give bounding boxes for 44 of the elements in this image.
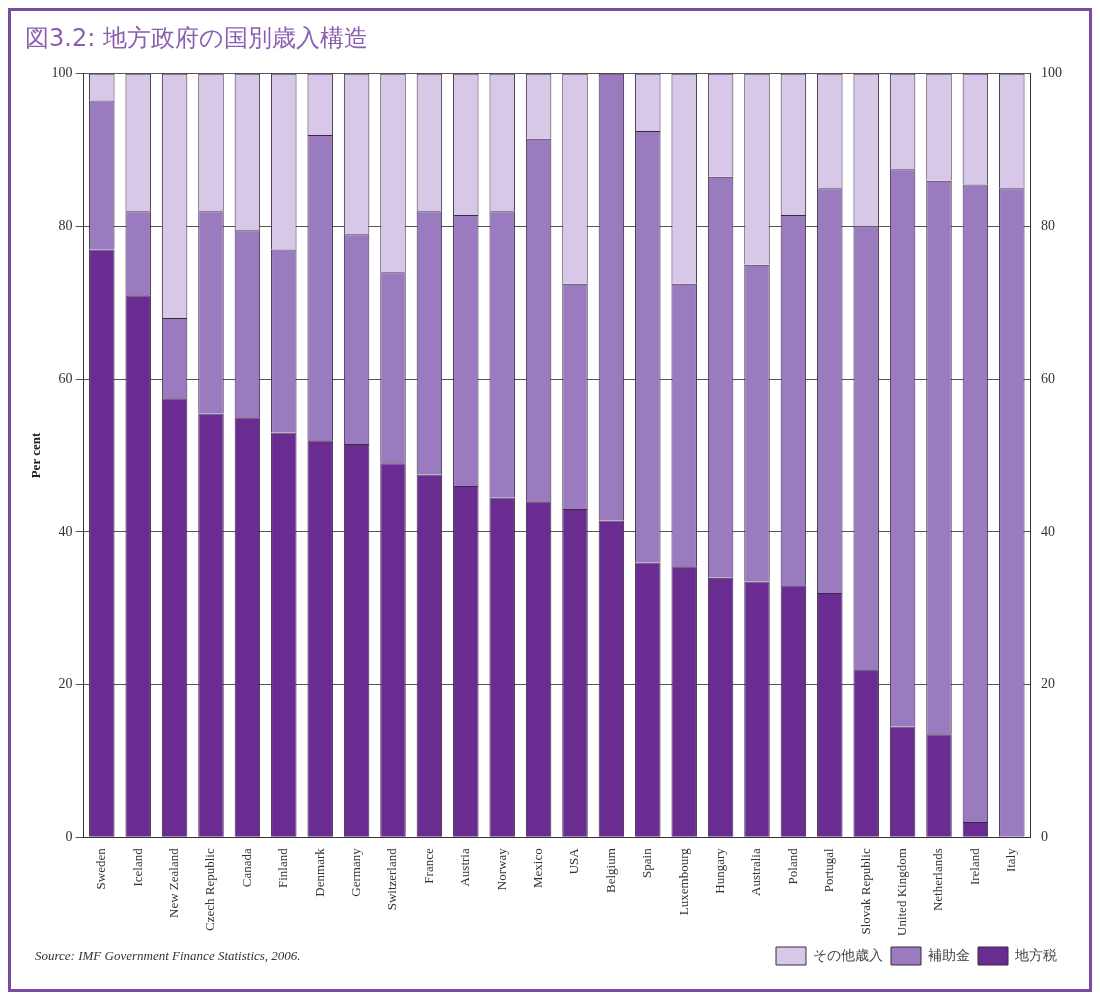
x-tick-label: Czech Republic	[202, 848, 218, 931]
y2-tick-label: 0	[1041, 828, 1048, 844]
x-tick-label: Iceland	[129, 847, 145, 887]
y2-tick-label: 60	[1041, 370, 1055, 386]
y2-tick-label: 40	[1041, 523, 1055, 539]
source-note: Source: IMF Government Finance Statistics, 2006.	[35, 947, 301, 963]
legend-label: 補助金	[928, 946, 970, 963]
x-tick-label: New Zealand	[166, 847, 182, 918]
x-tick-label: Canada	[238, 848, 254, 888]
x-tick-label: Finland	[275, 847, 291, 888]
x-tick-label: Portugal	[821, 847, 837, 893]
y-tick-label: 20	[58, 676, 73, 692]
x-tick-label: Denmark	[311, 847, 327, 897]
x-tick-label: France	[420, 848, 436, 884]
x-tick-label: Spain	[639, 847, 655, 878]
y-tick-label: 100	[51, 65, 73, 81]
y-axis-title: Per cent	[28, 432, 44, 479]
x-tick-label: Luxembourg	[675, 847, 691, 916]
y-tick-label: 80	[58, 218, 73, 234]
y2-tick-label: 20	[1041, 676, 1055, 692]
y-tick-label: 0	[65, 828, 73, 844]
x-tick-label: United Kingdom	[894, 848, 910, 937]
x-tick-label: Ireland	[966, 847, 982, 886]
x-tick-label: Germany	[348, 847, 364, 897]
x-tick-label: Austria	[457, 848, 473, 887]
x-tick-label: Sweden	[93, 847, 109, 890]
y2-tick-label: 80	[1041, 218, 1055, 234]
x-tick-label: Switzerland	[384, 847, 400, 911]
x-tick-label: Poland	[784, 847, 800, 885]
x-tick-label: Norway	[493, 847, 509, 891]
x-tick-label: Italy	[1003, 847, 1019, 873]
x-tick-label: Mexico	[530, 848, 546, 888]
x-tick-label: USA	[566, 847, 582, 875]
legend-label: 地方税	[1014, 946, 1057, 963]
y-tick-label: 60	[58, 370, 73, 386]
x-tick-label: Netherlands	[930, 848, 946, 912]
x-tick-label: Slovak Republic	[857, 848, 873, 935]
legend-label: その他歳入	[813, 946, 883, 963]
y2-tick-label: 100	[1041, 65, 1062, 81]
chart-title: 図3.2: 地方政府の国別歳入構造	[25, 23, 368, 52]
x-tick-label: Australia	[748, 848, 764, 896]
x-tick-label: Belgium	[602, 848, 618, 894]
x-tick-label: Hungary	[712, 847, 728, 894]
y-tick-label: 40	[58, 523, 73, 539]
